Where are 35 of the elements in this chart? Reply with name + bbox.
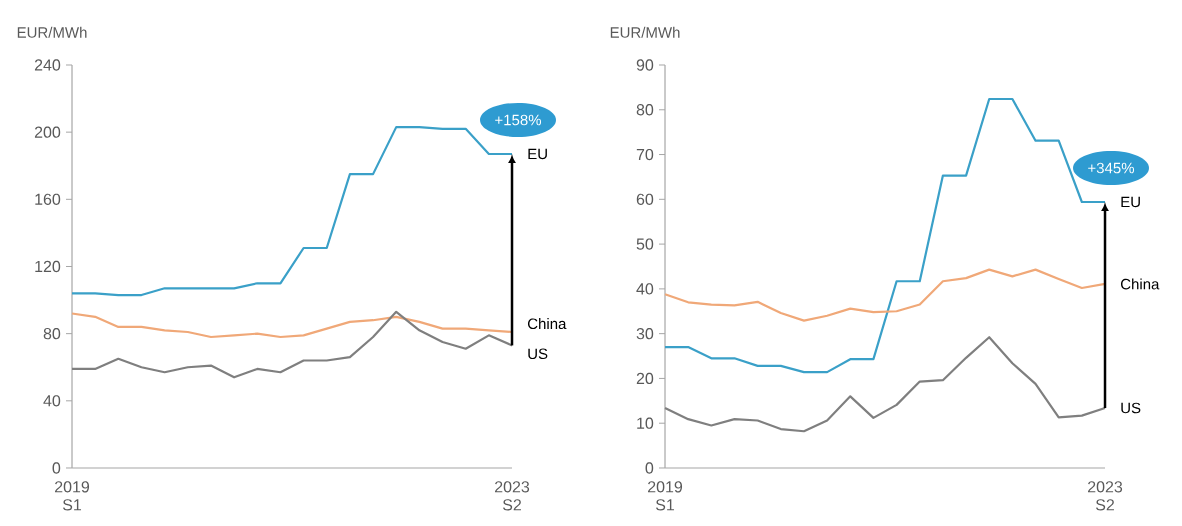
- x-tick-label: 2023 S2: [1088, 481, 1123, 511]
- y-tick-label: 40: [43, 395, 61, 407]
- series-label: US: [528, 348, 548, 360]
- y-tick-label: 70: [636, 148, 654, 161]
- y-tick-label: 80: [43, 327, 61, 340]
- y-tick-label: 60: [636, 193, 654, 205]
- x-tick-label: 2019 S1: [648, 481, 683, 511]
- x-tick-label: 2023 S2: [495, 481, 530, 511]
- y-tick-label: 120: [35, 260, 61, 273]
- y-tick-label: 40: [636, 283, 654, 295]
- series-label: EU: [528, 148, 547, 160]
- annotation: +158%: [495, 114, 542, 126]
- y-tick-label: 200: [34, 126, 61, 138]
- series-label: EU: [1121, 196, 1140, 208]
- y-axis-title: EUR/MWh: [17, 26, 87, 38]
- y-tick-label: 240: [34, 59, 61, 71]
- series-label: China: [1120, 278, 1160, 290]
- line-series: [663, 268, 1107, 322]
- y-tick-label: 0: [52, 462, 61, 474]
- series-label: China: [527, 318, 567, 330]
- y-tick-label: 0: [645, 462, 654, 474]
- y-tick-label: 80: [636, 104, 654, 116]
- y-tick-label: 10: [637, 417, 654, 429]
- line-series: [70, 312, 514, 339]
- line-series: [70, 310, 514, 379]
- y-tick-label: 20: [636, 372, 654, 385]
- y-tick-label: 90: [636, 59, 654, 71]
- series-label: US: [1121, 402, 1141, 414]
- y-axis-title: EUR/MWh: [610, 26, 680, 38]
- y-tick-label: 30: [636, 327, 654, 340]
- y-tick-label: 160: [35, 193, 61, 205]
- annotation: +345%: [1088, 162, 1135, 174]
- y-tick-label: 50: [636, 238, 654, 250]
- x-tick-label: 2019 S1: [55, 481, 90, 511]
- line-series: [663, 336, 1107, 433]
